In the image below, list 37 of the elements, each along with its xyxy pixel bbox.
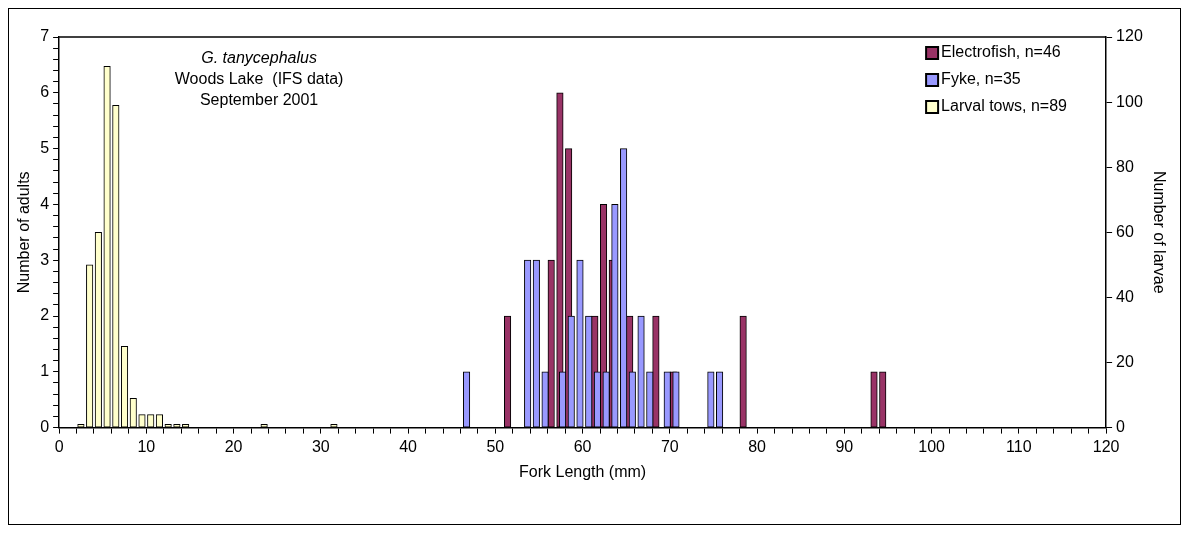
y-axis-title: Number of adults (15, 171, 33, 294)
x-tick-label: 90 (835, 437, 854, 455)
y2-tick-label: 120 (1116, 27, 1143, 45)
x-tick-label: 30 (311, 437, 330, 455)
x-tick-label: 60 (573, 437, 592, 455)
x-tick-label: 70 (660, 437, 679, 455)
x-tick-label: 10 (137, 437, 156, 455)
y-tick-label: 4 (40, 194, 50, 212)
y-tick-label: 2 (40, 306, 50, 324)
y-tick-label: 5 (40, 139, 50, 157)
x-tick-label: 20 (224, 437, 243, 455)
x-tick-label: 110 (1006, 437, 1032, 455)
annotation: September 2001 (199, 91, 319, 109)
annotation: Woods Lake (IFS data) (174, 70, 344, 88)
y2-tick-label: 60 (1116, 222, 1134, 240)
x-tick-label: 40 (399, 437, 418, 455)
y2-tick-label: 0 (1116, 418, 1126, 436)
y-tick-label: 1 (40, 362, 50, 380)
x-tick-label: 0 (54, 437, 64, 455)
legend-label: Electrofish, n=46 (941, 43, 1061, 61)
x-axis-title: Fork Length (mm) (519, 462, 647, 480)
y2-tick-label: 20 (1116, 352, 1134, 370)
legend-label: Larval tows, n=89 (941, 97, 1068, 115)
y2-tick-label: 100 (1116, 92, 1143, 110)
y-tick-label: 6 (40, 83, 50, 101)
y2-tick-label: 40 (1116, 287, 1134, 305)
x-tick-label: 120 (1092, 437, 1120, 455)
x-tick-label: 80 (748, 437, 767, 455)
y-tick-label: 3 (40, 250, 50, 268)
y2-tick-label: 80 (1116, 157, 1134, 175)
y2-axis-title: Number of larvae (1150, 170, 1168, 294)
x-tick-label: 100 (918, 437, 946, 455)
x-tick-label: 50 (486, 437, 505, 455)
annotation: G. tanycephalus (201, 49, 317, 67)
legend-label: Fyke, n=35 (941, 70, 1021, 88)
y-tick-label: 7 (40, 27, 50, 45)
y-tick-label: 0 (40, 418, 50, 436)
